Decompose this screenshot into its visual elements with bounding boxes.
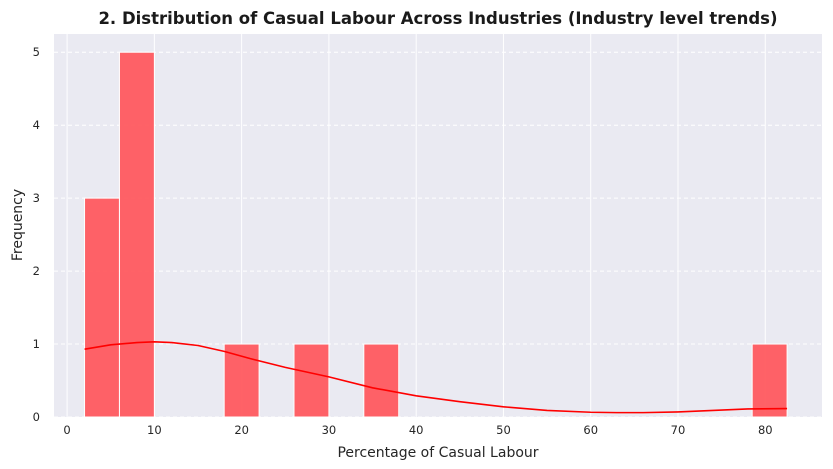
x-tick-label-5: 50 bbox=[496, 423, 511, 437]
bar-3 bbox=[293, 343, 330, 418]
chart-title: 2. Distribution of Casual Labour Across … bbox=[98, 9, 777, 28]
y-tick-label-0: 0 bbox=[33, 410, 40, 424]
x-tick-label-7: 70 bbox=[671, 423, 686, 437]
bar-0 bbox=[84, 197, 120, 418]
y-tick-labels: 0 1 2 3 4 5 bbox=[33, 45, 40, 424]
bar-2 bbox=[223, 343, 260, 418]
x-tick-label-2: 20 bbox=[234, 423, 249, 437]
plot-background bbox=[54, 34, 822, 417]
bar-4 bbox=[363, 343, 400, 418]
bar-5 bbox=[751, 343, 788, 418]
y-tick-label-4: 4 bbox=[33, 118, 40, 132]
y-axis-label: Frequency bbox=[10, 189, 26, 261]
y-tick-label-3: 3 bbox=[33, 191, 40, 205]
x-tick-label-0: 0 bbox=[63, 423, 70, 437]
x-tick-label-1: 10 bbox=[147, 423, 162, 437]
y-tick-label-5: 5 bbox=[33, 45, 40, 59]
y-tick-label-1: 1 bbox=[33, 337, 40, 351]
bar-1 bbox=[118, 51, 155, 418]
x-tick-label-4: 40 bbox=[409, 423, 424, 437]
x-tick-label-8: 80 bbox=[758, 423, 773, 437]
x-tick-label-3: 30 bbox=[322, 423, 337, 437]
x-axis-label: Percentage of Casual Labour bbox=[337, 445, 538, 461]
y-tick-label-2: 2 bbox=[33, 264, 40, 278]
kde-line bbox=[84, 341, 788, 414]
x-tick-label-6: 60 bbox=[583, 423, 598, 437]
x-tick-labels: 0 10 20 30 40 50 60 70 80 bbox=[63, 423, 772, 437]
